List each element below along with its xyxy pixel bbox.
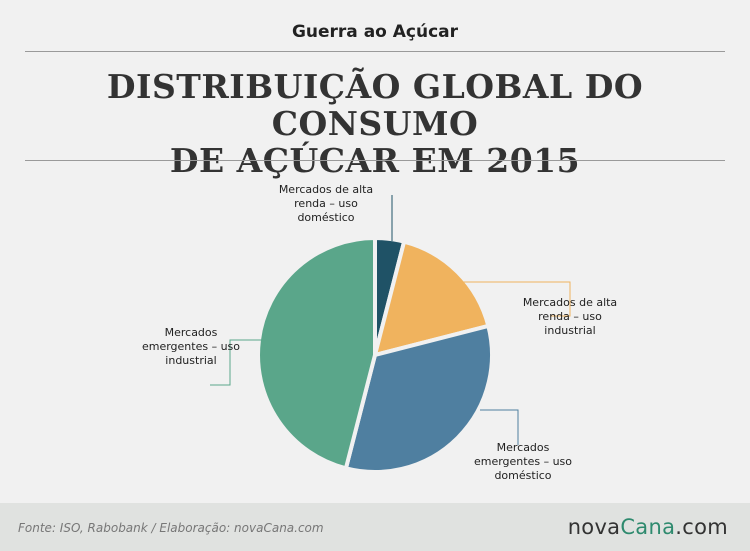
label-emerging-industrial: Mercados emergentes – uso industrial	[128, 326, 254, 368]
label-line: Mercados de alta	[278, 183, 374, 196]
label-line: Mercados de alta	[522, 296, 618, 309]
footer: Fonte: ISO, Rabobank / Elaboração: novaC…	[0, 503, 750, 551]
leader-emerging-domestic	[480, 409, 519, 445]
chart-title-line-1: DISTRIBUIÇÃO GLOBAL DO CONSUMO	[106, 67, 644, 143]
source-note: Fonte: ISO, Rabobank / Elaboração: novaC…	[18, 521, 324, 535]
label-high-income-industrial: Mercados de alta renda – uso industrial	[512, 296, 628, 338]
label-line: renda – uso	[538, 310, 602, 323]
brand-part-2: Cana	[620, 515, 676, 539]
label-high-income-domestic: Mercados de alta renda – uso doméstico	[268, 183, 384, 225]
slice-emerging-domestic	[343, 323, 494, 474]
novacana-logo[interactable]: novaCana.com	[568, 515, 728, 539]
label-line: industrial	[165, 354, 217, 367]
label-line: emergentes – uso	[473, 455, 573, 468]
label-line: emergentes – uso	[141, 340, 241, 353]
label-line: doméstico	[297, 211, 355, 224]
bottom-divider	[25, 160, 725, 161]
pie-slices	[256, 236, 494, 474]
label-line: industrial	[544, 324, 596, 337]
leader-lines	[210, 195, 571, 445]
label-line: Mercados	[164, 326, 218, 339]
brand-part-3: .com	[675, 515, 728, 539]
label-line: doméstico	[494, 469, 552, 482]
kicker-title: Guerra ao Açúcar	[291, 22, 459, 42]
label-emerging-domestic: Mercados emergentes – uso doméstico	[460, 441, 586, 483]
slice-high-income-industrial	[373, 239, 491, 357]
top-divider	[25, 51, 725, 52]
label-line: Mercados	[496, 441, 550, 454]
leader-high-income-industrial	[452, 281, 571, 317]
label-line: renda – uso	[294, 197, 358, 210]
brand-part-1: nova	[567, 515, 621, 539]
leader-emerging-industrial	[210, 339, 269, 386]
